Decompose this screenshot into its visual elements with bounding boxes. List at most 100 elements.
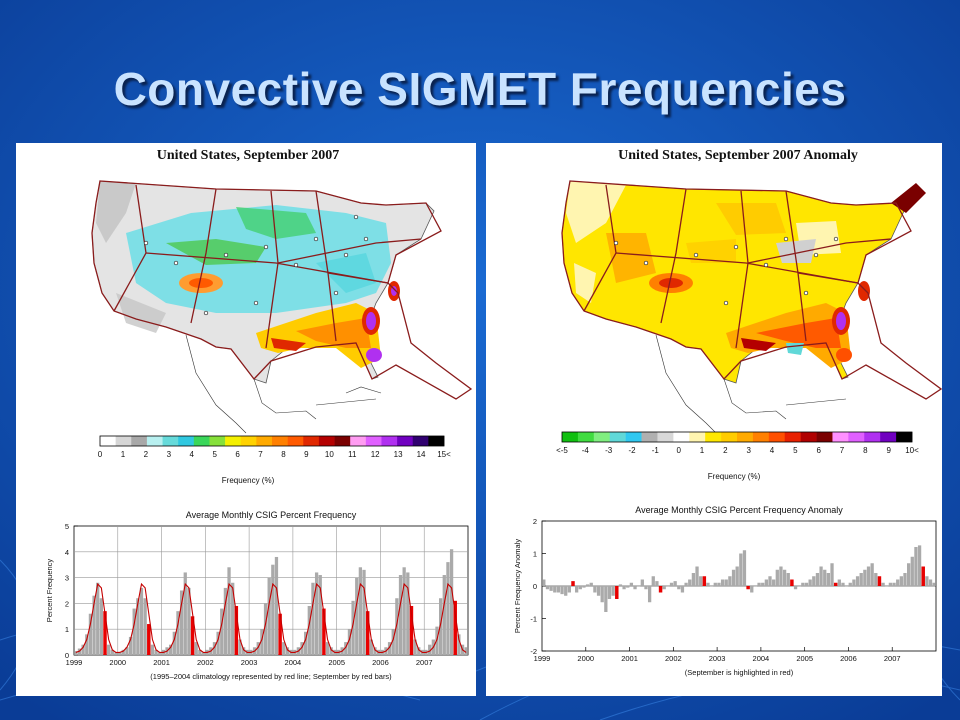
month-bar <box>549 586 553 591</box>
y-tick-label: 0 <box>65 651 69 660</box>
month-bar <box>438 598 443 655</box>
colorbar-swatch <box>256 436 273 446</box>
colorbar-tick-label: 8 <box>281 450 286 459</box>
month-bar <box>870 563 874 586</box>
month-bar <box>172 631 176 655</box>
colorbar-tick-label: 2 <box>144 450 149 459</box>
y-tick-label: 2 <box>533 517 537 526</box>
colorbar-tick-label: 13 <box>394 450 403 459</box>
month-bar <box>680 586 685 593</box>
month-bar <box>888 582 893 586</box>
month-bar <box>914 547 918 586</box>
month-bar <box>706 582 710 586</box>
colorbar-swatch <box>625 432 642 442</box>
month-bar <box>852 579 856 586</box>
month-bar <box>567 586 572 593</box>
month-bar <box>318 575 322 655</box>
x-tick-label: 2001 <box>153 658 170 667</box>
month-bar <box>442 575 446 655</box>
y-axis-label: Percent Frequency Anomaly <box>513 539 522 633</box>
month-bar <box>582 586 586 588</box>
month-bar <box>764 579 769 586</box>
september-bar <box>409 605 414 655</box>
month-bar <box>688 579 692 586</box>
month-bar <box>629 582 634 586</box>
colorbar-swatch <box>178 436 195 446</box>
month-bar <box>717 582 721 586</box>
month-bar <box>782 569 787 586</box>
month-bar <box>464 647 468 655</box>
month-bar <box>925 576 929 586</box>
month-bar <box>750 586 754 593</box>
x-tick-label: 2000 <box>577 654 594 663</box>
colorbar-tick-label: -4 <box>582 446 590 455</box>
left-panel-graphics: United States, September 2007 <box>45 148 473 681</box>
colorbar-tick-label: 3 <box>746 446 751 455</box>
month-bar <box>198 649 202 655</box>
month-bar <box>220 608 224 655</box>
month-bar <box>713 582 717 586</box>
colorbar-swatch <box>705 432 722 442</box>
month-bar <box>903 573 907 586</box>
september-bar <box>278 613 282 655</box>
month-bar <box>647 586 652 603</box>
month-bar <box>187 587 191 655</box>
colorbar-swatch <box>689 432 706 442</box>
month-bar <box>183 572 187 655</box>
month-bar <box>768 576 772 586</box>
month-bar <box>793 586 798 590</box>
month-bar <box>815 573 820 586</box>
month-bar <box>812 576 816 586</box>
month-bar <box>304 631 308 655</box>
month-bar <box>830 563 834 586</box>
month-bar <box>132 608 136 655</box>
september-bar <box>746 586 750 590</box>
month-bar <box>669 582 674 586</box>
month-bar <box>556 586 561 593</box>
colorbar-tick-label: -2 <box>628 446 636 455</box>
colorbar-tick-label: 6 <box>816 446 821 455</box>
september-bar <box>103 611 107 655</box>
month-bar <box>575 586 579 593</box>
month-bar <box>428 644 432 655</box>
colorbar-swatch <box>397 436 414 446</box>
month-bar <box>560 586 564 595</box>
month-bar <box>928 579 933 586</box>
month-bar <box>435 626 439 655</box>
colorbar-swatch <box>562 432 579 442</box>
colorbar-tick-label: 0 <box>676 446 681 455</box>
colorbar-tick-label: 11 <box>348 450 357 459</box>
month-bar <box>779 566 783 586</box>
x-tick-label: 2004 <box>753 654 770 663</box>
month-bar <box>449 549 454 655</box>
colorbar-tick-label: 12 <box>371 450 380 459</box>
colorbar-swatch <box>365 436 382 446</box>
colorbar-swatch <box>193 436 210 446</box>
colorbar-swatch <box>752 432 770 442</box>
month-bar <box>201 652 206 655</box>
colorbar-tick-label: 3 <box>167 450 172 459</box>
colorbar-swatch <box>609 432 626 442</box>
colorbar-tick-label: 10 <box>325 450 334 459</box>
colorbar-swatch <box>240 436 257 446</box>
september-bar <box>790 579 794 586</box>
colorbar-tick-label: 1 <box>700 446 705 455</box>
month-bar <box>179 590 184 655</box>
month-bar <box>855 576 860 586</box>
month-bar <box>600 586 604 603</box>
month-bar <box>542 579 546 586</box>
right-panel-graphics: United States, September 2007 Anomaly <box>513 148 942 677</box>
left-colorbar-label: Frequency (%) <box>222 476 275 485</box>
september-bar <box>190 616 195 655</box>
september-bar <box>571 581 575 586</box>
month-bar <box>611 586 615 596</box>
colorbar-swatch <box>318 436 335 446</box>
month-bar <box>314 572 319 655</box>
month-bar <box>866 566 871 586</box>
month-bar <box>724 579 728 586</box>
month-bar <box>402 567 406 655</box>
month-bar <box>874 573 878 586</box>
colorbar-tick-label: 7 <box>840 446 845 455</box>
month-bar <box>212 642 217 655</box>
right-map-title: United States, September 2007 Anomaly <box>618 148 858 163</box>
